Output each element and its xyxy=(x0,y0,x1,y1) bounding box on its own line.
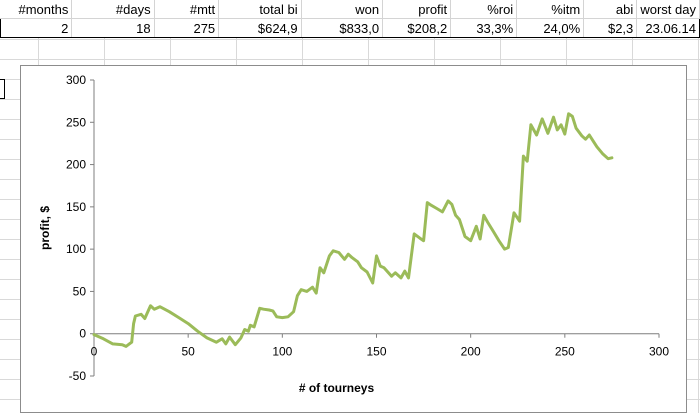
x-tick-label: 100 xyxy=(272,345,292,359)
y-tick-label: 300 xyxy=(66,73,86,87)
header-cell[interactable]: worst day xyxy=(636,0,700,19)
series-line-0[interactable] xyxy=(92,112,614,348)
y-tick-label: 200 xyxy=(66,158,86,172)
value-cell[interactable]: 2 xyxy=(0,18,73,38)
y-tick-label: 100 xyxy=(66,242,86,256)
value-cell[interactable]: $2,3 xyxy=(583,18,638,38)
series-layer xyxy=(92,112,614,348)
value-cell[interactable]: $208,2 xyxy=(382,18,452,38)
selected-row-marker xyxy=(0,79,5,99)
header-cell[interactable]: won xyxy=(301,0,384,19)
value-cell[interactable]: $624,9 xyxy=(218,18,302,38)
y-tick-label: 0 xyxy=(79,327,86,341)
y-tick-label: 250 xyxy=(66,115,86,129)
stats-value-row: 2 18 275 $624,9 $833,0 $208,2 33,3% 24,0… xyxy=(0,18,700,38)
header-cell[interactable]: %itm xyxy=(516,0,585,19)
stats-header-row: #months #days #mtt total bi won profit %… xyxy=(0,0,700,19)
y-tick-label: -50 xyxy=(69,369,87,383)
header-cell[interactable]: %roi xyxy=(450,0,518,19)
profit-chart[interactable]: -50 0 50 100 150 200 250 300 0 50 100 150 200 250 300… xyxy=(20,65,687,413)
value-cell[interactable]: 24,0% xyxy=(516,18,585,38)
y-tick-label: 150 xyxy=(66,200,86,214)
x-tick-label: 50 xyxy=(181,345,195,359)
chart-svg: -50 0 50 100 150 200 250 300 0 50 100 150 200 250 300… xyxy=(38,73,669,395)
x-tick-label: 300 xyxy=(649,345,669,359)
x-tick-label: 150 xyxy=(366,345,386,359)
x-axis-ticks: 0 50 100 150 200 250 300 xyxy=(91,333,669,359)
y-axis-label: profit, $ xyxy=(38,206,52,250)
stats-table: #months #days #mtt total bi won profit %… xyxy=(0,0,700,38)
y-tick-label: 50 xyxy=(73,284,87,298)
value-cell[interactable]: 23.06.14 xyxy=(636,18,700,38)
header-cell[interactable]: abi xyxy=(583,0,638,19)
header-cell[interactable]: total bi xyxy=(218,0,302,19)
value-cell[interactable]: 18 xyxy=(71,18,155,38)
header-cell[interactable]: #mtt xyxy=(154,0,220,19)
value-cell[interactable]: $833,0 xyxy=(301,18,384,38)
x-tick-label: 0 xyxy=(91,345,98,359)
header-cell[interactable]: #days xyxy=(71,0,155,19)
y-axis-ticks: -50 0 50 100 150 200 250 300 xyxy=(66,73,94,383)
header-cell[interactable]: profit xyxy=(382,0,452,19)
x-axis-label: # of tourneys xyxy=(299,381,375,395)
x-tick-label: 200 xyxy=(461,345,481,359)
value-cell[interactable]: 33,3% xyxy=(450,18,518,38)
header-cell[interactable]: #months xyxy=(0,0,73,19)
x-tick-label: 250 xyxy=(555,345,575,359)
value-cell[interactable]: 275 xyxy=(154,18,220,38)
